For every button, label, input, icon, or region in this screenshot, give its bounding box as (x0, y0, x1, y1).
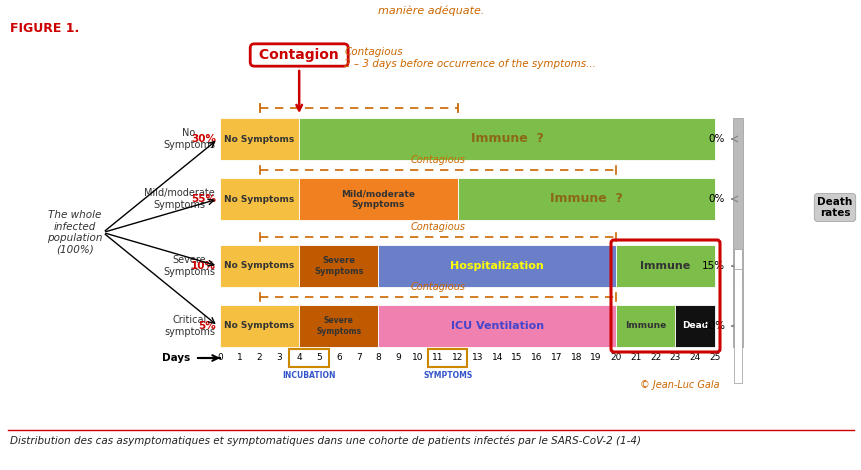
Text: 10: 10 (412, 353, 424, 362)
Text: Mild/moderate
Symptoms: Mild/moderate Symptoms (341, 189, 415, 209)
Text: No Symptoms: No Symptoms (224, 261, 294, 271)
Bar (220, 118, 299, 160)
Text: 4: 4 (296, 353, 301, 362)
Bar (732, 118, 742, 347)
Text: FIGURE 1.: FIGURE 1. (10, 22, 79, 35)
Text: 16: 16 (530, 353, 542, 362)
Text: Contagious: Contagious (410, 222, 465, 232)
Text: 18: 18 (570, 353, 581, 362)
Text: 2: 2 (257, 353, 262, 362)
Text: Contagion: Contagion (254, 48, 344, 62)
Text: Immune: Immune (624, 321, 666, 330)
Text: 0%: 0% (708, 134, 724, 144)
Text: 50%: 50% (701, 321, 724, 331)
Text: 12: 12 (451, 353, 462, 362)
Text: Dead: Dead (681, 321, 708, 330)
Text: 19: 19 (590, 353, 601, 362)
Text: Death
rates: Death rates (816, 197, 852, 218)
Text: 1: 1 (237, 353, 243, 362)
Text: 15%: 15% (701, 261, 724, 271)
Bar (616, 245, 714, 287)
Text: 30%: 30% (191, 134, 216, 144)
Bar (378, 245, 616, 287)
Text: No Symptoms: No Symptoms (224, 195, 294, 204)
Bar (734, 269, 741, 383)
Text: © Jean-Luc Gala: © Jean-Luc Gala (640, 380, 719, 390)
Bar (299, 305, 378, 347)
Text: 20: 20 (610, 353, 621, 362)
Text: 0%: 0% (708, 194, 724, 204)
Text: 10%: 10% (191, 261, 216, 271)
Text: 15: 15 (511, 353, 522, 362)
Text: 13: 13 (471, 353, 482, 362)
Text: 3: 3 (276, 353, 282, 362)
Bar (457, 178, 714, 220)
Text: Immune  ?: Immune ? (549, 193, 622, 205)
Text: Contagious: Contagious (410, 282, 465, 292)
Text: 25: 25 (709, 353, 720, 362)
Bar (616, 305, 675, 347)
Text: No Symptoms: No Symptoms (224, 134, 294, 143)
Bar (220, 245, 299, 287)
Text: SYMPTOMS: SYMPTOMS (423, 371, 472, 380)
Text: Contagious: Contagious (410, 155, 465, 165)
Text: 6: 6 (336, 353, 341, 362)
Text: Severe
Symptoms: Severe Symptoms (163, 255, 214, 277)
Text: manière adéquate.: manière adéquate. (377, 6, 484, 16)
Text: 9: 9 (395, 353, 400, 362)
Bar (299, 118, 714, 160)
Text: 23: 23 (669, 353, 680, 362)
Text: Immune: Immune (640, 261, 690, 271)
Text: 17: 17 (550, 353, 561, 362)
Text: 24: 24 (689, 353, 700, 362)
Text: ICU Ventilation: ICU Ventilation (450, 321, 543, 331)
Text: 21: 21 (629, 353, 641, 362)
Text: 0: 0 (217, 353, 223, 362)
Text: No
Symptoms: No Symptoms (163, 128, 214, 150)
Bar (299, 178, 457, 220)
Text: Mild/moderate
Symptoms: Mild/moderate Symptoms (144, 188, 214, 210)
Text: 22: 22 (649, 353, 660, 362)
Text: 5: 5 (316, 353, 321, 362)
Bar (289, 349, 329, 367)
Bar (378, 305, 616, 347)
Text: 55%: 55% (191, 194, 216, 204)
Text: Distribution des cas asymptomatiques et symptomatiques dans une cohorte de patie: Distribution des cas asymptomatiques et … (10, 436, 641, 446)
Text: 8: 8 (375, 353, 381, 362)
Text: Days: Days (162, 353, 189, 363)
Text: 11: 11 (431, 353, 443, 362)
Bar (299, 245, 378, 287)
Bar (220, 178, 299, 220)
Text: Hospitalization: Hospitalization (449, 261, 543, 271)
Text: 5%: 5% (198, 321, 216, 331)
Bar (675, 305, 714, 347)
Text: No Symptoms: No Symptoms (224, 321, 294, 330)
Text: Severe
Symptoms: Severe Symptoms (316, 316, 361, 336)
Bar (220, 305, 299, 347)
Text: Severe
Symptoms: Severe Symptoms (313, 256, 363, 276)
Text: 7: 7 (356, 353, 361, 362)
Text: The whole
infected
population
(100%): The whole infected population (100%) (47, 210, 102, 255)
Text: 14: 14 (491, 353, 502, 362)
Text: Immune  ?: Immune ? (470, 133, 543, 146)
Bar (734, 249, 741, 283)
Text: Critical
symptoms: Critical symptoms (164, 315, 214, 337)
Text: INCUBATION: INCUBATION (282, 371, 336, 380)
Bar (427, 349, 467, 367)
Text: Contagious
2 – 3 days before occurrence of the symptoms...: Contagious 2 – 3 days before occurrence … (344, 47, 596, 69)
